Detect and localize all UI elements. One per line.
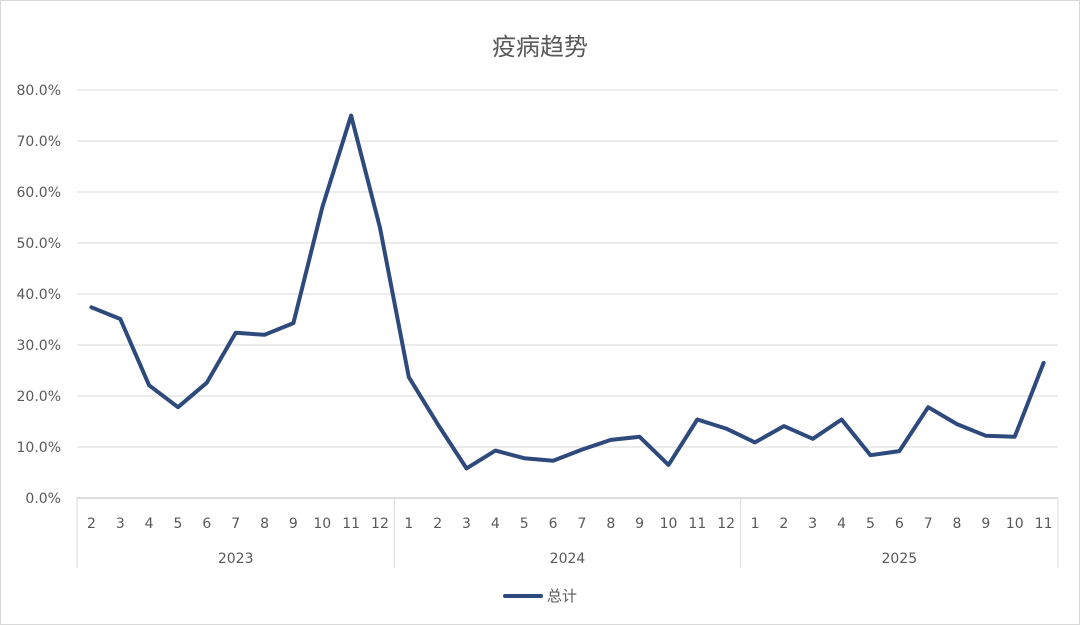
x-tick-label: 2: [779, 516, 788, 532]
x-tick-label: 8: [260, 516, 269, 532]
y-tick-label: 10.0%: [17, 440, 61, 456]
y-tick-label: 20.0%: [17, 389, 61, 405]
x-tick-label: 7: [577, 516, 586, 532]
y-tick-label: 40.0%: [17, 287, 61, 303]
x-tick-label: 11: [1035, 516, 1053, 532]
legend-swatch: [502, 593, 543, 598]
y-tick-label: 30.0%: [17, 338, 61, 354]
x-tick-label: 12: [371, 516, 389, 532]
x-tick-label: 6: [895, 516, 904, 532]
x-tick-label: 1: [751, 516, 760, 532]
x-tick-label: 2: [433, 516, 442, 532]
x-tick-label: 5: [866, 516, 875, 532]
x-group-label: 2023: [218, 551, 254, 567]
chart-title: 疫病趋势: [492, 33, 588, 61]
x-tick-label: 8: [953, 516, 962, 532]
x-group-label: 2025: [881, 551, 917, 567]
series-line: [89, 113, 1046, 471]
x-tick-label: 6: [202, 516, 211, 532]
x-tick-label: 10: [313, 516, 331, 532]
y-tick-label: 50.0%: [17, 236, 61, 252]
x-tick-label: 4: [145, 516, 154, 532]
x-tick-label: 10: [660, 516, 678, 532]
x-tick-label: 3: [116, 516, 125, 532]
x-tick-label: 10: [1006, 516, 1024, 532]
x-tick-label: 9: [289, 516, 298, 532]
y-tick-label: 0.0%: [25, 491, 61, 507]
x-tick-label: 7: [231, 516, 240, 532]
y-tick-label: 80.0%: [17, 83, 61, 99]
x-tick-label: 5: [174, 516, 183, 532]
x-tick-label: 11: [688, 516, 706, 532]
x-tick-label: 9: [635, 516, 644, 532]
legend-label: 总计: [546, 587, 577, 605]
x-tick-label: 8: [606, 516, 615, 532]
x-tick-label: 3: [808, 516, 817, 532]
y-tick-label: 70.0%: [17, 134, 61, 150]
x-tick-label: 5: [520, 516, 529, 532]
x-tick-label: 2: [87, 516, 96, 532]
x-tick-label: 9: [981, 516, 990, 532]
x-tick-label: 3: [462, 516, 471, 532]
x-tick-label: 1: [404, 516, 413, 532]
x-tick-label: 4: [837, 516, 846, 532]
y-tick-label: 60.0%: [17, 185, 61, 201]
legend: 总计: [1, 585, 1079, 606]
x-group-label: 2024: [550, 551, 586, 567]
x-tick-label: 6: [549, 516, 558, 532]
x-tick-label: 7: [924, 516, 933, 532]
x-tick-label: 4: [491, 516, 500, 532]
x-tick-label: 11: [342, 516, 360, 532]
x-tick-label: 12: [717, 516, 735, 532]
